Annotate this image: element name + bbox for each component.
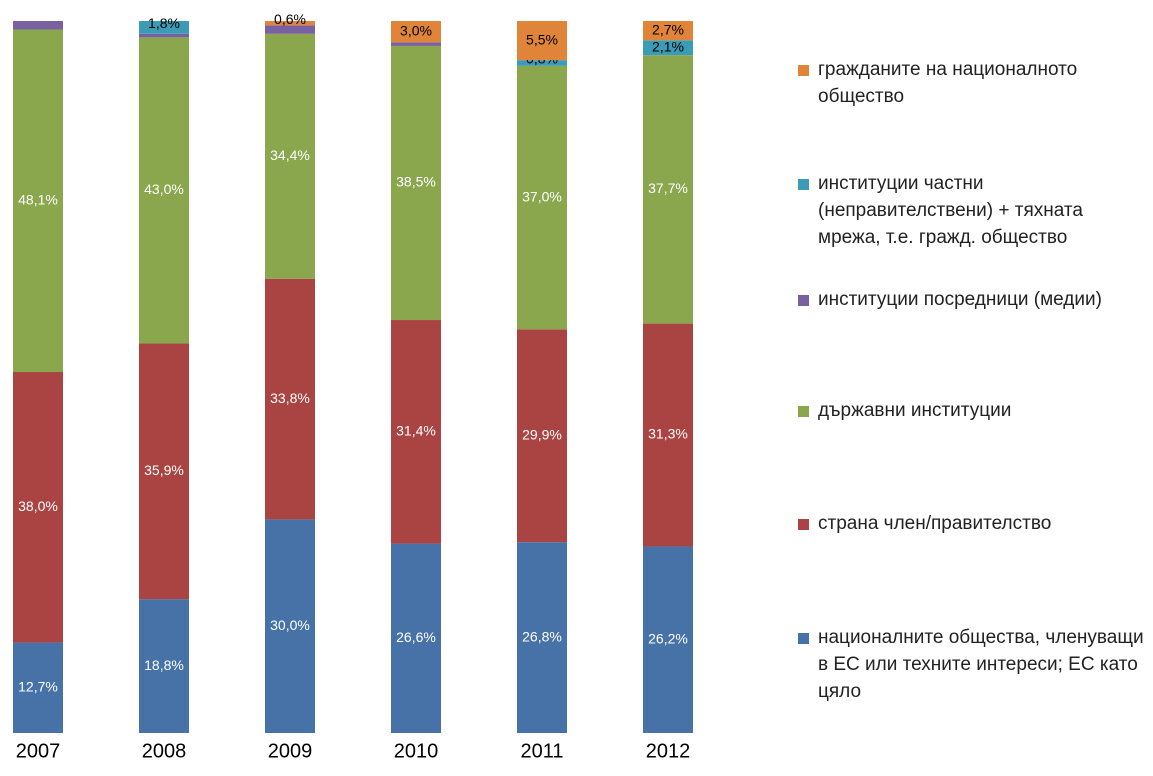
legend-swatch — [798, 65, 809, 76]
data-label: 37,7% — [648, 180, 688, 196]
x-tick-label: 2011 — [520, 740, 563, 762]
data-label: 12,7% — [18, 678, 58, 694]
data-label: 38,5% — [396, 174, 436, 190]
legend-item: институции посредници (медии) — [798, 286, 1148, 313]
bar-segment — [643, 21, 693, 41]
x-tick-label: 2009 — [268, 740, 313, 762]
bar-segment — [139, 21, 189, 34]
legend-item: страна член/правителство — [798, 510, 1148, 537]
x-tick-label: 2008 — [142, 740, 187, 762]
data-label: 30,0% — [270, 617, 310, 633]
bar-segment — [265, 519, 315, 733]
data-label: 34,4% — [270, 147, 310, 163]
bar-segment — [139, 343, 189, 600]
data-label: 37,0% — [522, 188, 562, 204]
legend-item: националните общества, членуващи в ЕС ил… — [798, 624, 1148, 705]
data-label: 29,9% — [522, 426, 562, 442]
legend-swatch — [798, 406, 809, 417]
legend-label: държавни институции — [818, 400, 1012, 421]
legend-label: гражданите на националното общество — [818, 59, 1078, 107]
data-label: 5,5% — [526, 31, 558, 47]
x-tick-label: 2010 — [394, 740, 439, 762]
data-label: 43,0% — [144, 181, 184, 197]
bar-segment — [517, 65, 567, 330]
legend-swatch — [798, 633, 809, 644]
legend-label: институции частни (неправителствени) + т… — [818, 173, 1083, 248]
bar-segment — [391, 21, 441, 43]
data-label: 2,7% — [652, 21, 684, 37]
bar-segment — [517, 542, 567, 733]
bar-segment — [517, 329, 567, 543]
bar-segment — [265, 33, 315, 279]
data-label: 38,0% — [18, 498, 58, 514]
bar-segment — [139, 37, 189, 344]
x-tick-label: 2012 — [646, 740, 691, 762]
data-label: 0,6% — [274, 11, 306, 27]
data-label: 3,0% — [400, 22, 432, 38]
data-label: 18,8% — [144, 657, 184, 673]
x-tick-label: 2007 — [16, 740, 61, 762]
data-label: 2,1% — [652, 38, 684, 54]
legend-label: страна член/правителство — [818, 513, 1052, 534]
bar-segment — [643, 323, 693, 547]
bar-segment — [13, 372, 63, 643]
data-label: 26,2% — [648, 630, 688, 646]
data-label: 33,8% — [270, 390, 310, 406]
bar-segment — [139, 599, 189, 733]
bar-segment — [517, 60, 567, 66]
data-label: 35,9% — [144, 462, 184, 478]
bar-segment — [13, 29, 63, 373]
data-label: 26,8% — [522, 628, 562, 644]
bar-segment — [643, 40, 693, 56]
bar-segment — [265, 25, 315, 34]
legend-item: гражданите на националното общество — [798, 56, 1148, 110]
data-label: 48,1% — [18, 191, 58, 207]
bar-segment — [13, 642, 63, 733]
legend-item: институции частни (неправителствени) + т… — [798, 170, 1148, 251]
bar-segment — [391, 45, 441, 321]
legend-swatch — [798, 519, 809, 530]
bar-segment — [643, 55, 693, 324]
legend-label: институции посредници (медии) — [818, 289, 1102, 310]
bar-segment — [265, 21, 315, 26]
legend-swatch — [798, 295, 809, 306]
legend-swatch — [798, 179, 809, 190]
bar-segment — [265, 278, 315, 520]
data-label: 31,4% — [396, 423, 436, 439]
bar-segment — [391, 543, 441, 733]
bar-segment — [391, 42, 441, 46]
legend-label: националните общества, членуващи в ЕС ил… — [818, 627, 1144, 702]
bar-segment — [13, 21, 63, 30]
chart: 2007 12,7% 38,0% 48,1% 2008 18,8% 35,9% 43,0% 1,… — [13, 11, 693, 762]
data-label: 31,3% — [648, 426, 688, 442]
bar-segment — [391, 320, 441, 544]
legend-item: държавни институции — [798, 397, 1148, 424]
data-label: 26,6% — [396, 629, 436, 645]
bar-segment — [517, 21, 567, 61]
bar-segment — [643, 546, 693, 733]
data-label: 1,8% — [148, 15, 180, 31]
bar-segment — [139, 33, 189, 38]
